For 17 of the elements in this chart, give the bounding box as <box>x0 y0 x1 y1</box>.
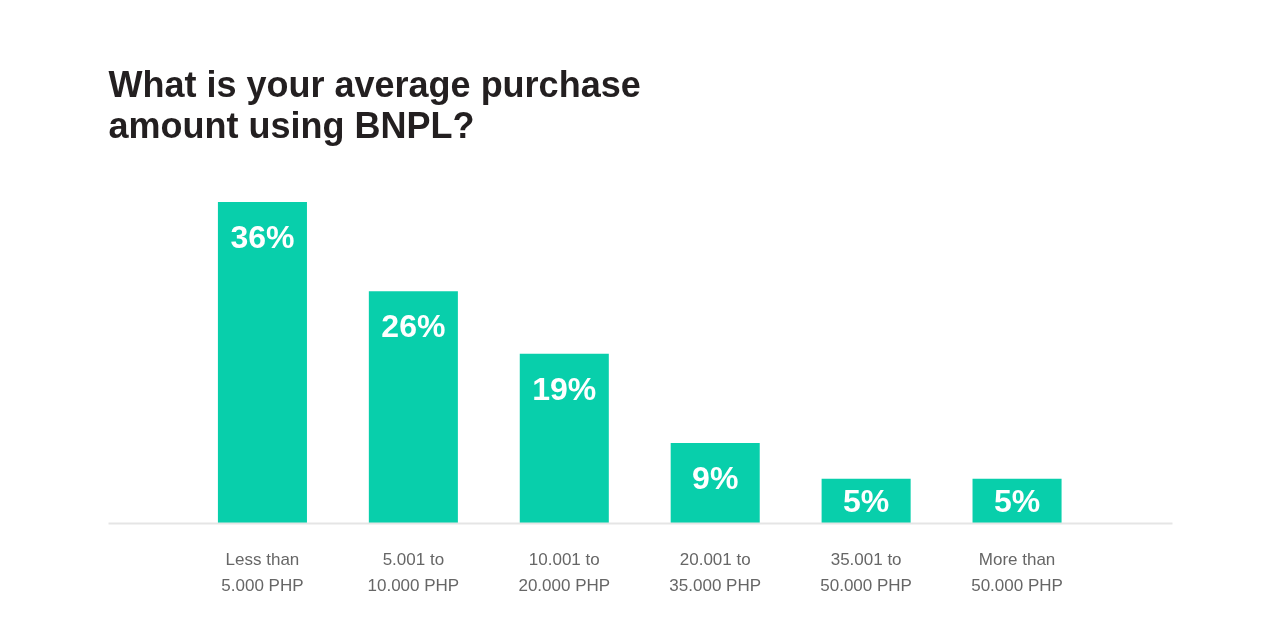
x-tick-label: Less than 5.000 PHP <box>221 549 304 596</box>
x-tick-label: 10.001 to 20.000 PHP <box>518 549 611 596</box>
bar <box>519 353 609 524</box>
data-label: 5% <box>993 483 1041 520</box>
x-tick-label: More than 50.000 PHP <box>971 549 1063 596</box>
bar <box>217 201 307 524</box>
chart-title: What is your average purchase amount using BNPL? <box>108 63 641 146</box>
data-label: 36% <box>230 218 295 255</box>
data-label: 9% <box>692 460 739 497</box>
data-label: 26% <box>381 308 446 345</box>
bar <box>670 443 760 524</box>
x-tick-label: 20.001 to 35.000 PHP <box>669 549 762 596</box>
data-label: 5% <box>843 483 890 520</box>
x-tick-label: 5.001 to 10.000 PHP <box>367 549 460 596</box>
bar <box>368 291 458 524</box>
data-label: 19% <box>532 370 597 407</box>
x-tick-label: 35.001 to 50.000 PHP <box>820 549 912 596</box>
